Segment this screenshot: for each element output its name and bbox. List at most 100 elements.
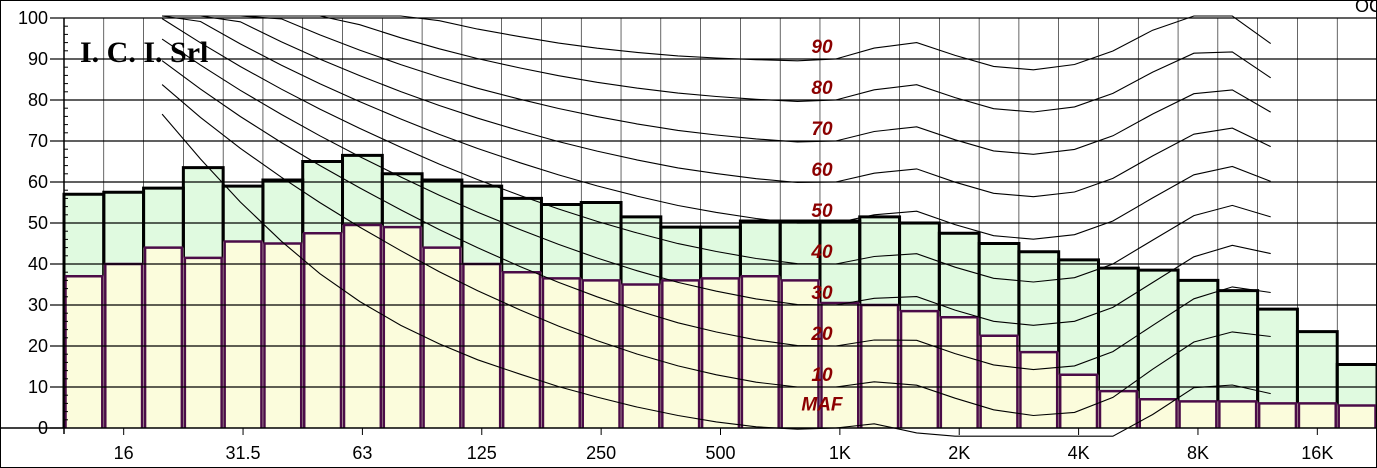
bar-lower — [422, 247, 462, 428]
y-tick-label: 30 — [28, 295, 48, 315]
phon-label: 60 — [811, 160, 833, 181]
bar-lower-outline — [223, 240, 263, 428]
phon-label: 20 — [810, 324, 833, 345]
bar-lower — [143, 247, 184, 428]
bar-lower — [64, 276, 104, 428]
y-tick-label: 90 — [28, 49, 48, 69]
bar-lower-outline — [581, 279, 621, 428]
equal-loudness-contours — [161, 15, 1272, 437]
phon-label: 90 — [811, 37, 833, 58]
bar-lower-outline — [700, 277, 741, 428]
bar-upper-outline — [1335, 362, 1377, 428]
bar-lower — [660, 280, 701, 428]
contour-20-phon — [161, 60, 1271, 371]
bar-lower — [223, 241, 263, 428]
y-tick-label: 20 — [28, 336, 48, 356]
y-tick-label: 10 — [28, 377, 48, 397]
contour-0-phon — [161, 113, 1271, 437]
bar-lower-outline — [1297, 402, 1337, 428]
bar-lower-outline — [740, 275, 780, 428]
contour-40-phon — [161, 18, 1271, 283]
bar-lower-outline — [64, 275, 104, 428]
phon-label: 40 — [810, 242, 833, 263]
x-tick-label: 16K — [1301, 443, 1333, 463]
bar-lower — [183, 257, 224, 428]
x-tick-label: 8K — [1187, 443, 1209, 463]
x-tick-label: 31.5 — [226, 443, 261, 463]
bar-lower-outline — [382, 225, 422, 428]
y-tick-label: 80 — [28, 90, 48, 110]
contour-10-phon — [161, 84, 1271, 417]
y-tick-label: 70 — [28, 131, 48, 151]
bar-lower — [501, 272, 542, 428]
bar-lower-outline — [1337, 404, 1377, 428]
bar-lower-outline — [183, 256, 223, 428]
contour-60-phon — [162, 15, 1271, 198]
bar-lower — [541, 278, 582, 428]
x-tick-label: 500 — [705, 443, 735, 463]
x-tick-label: 63 — [352, 443, 372, 463]
phon-label: 80 — [811, 78, 833, 99]
bar-lower-outline — [1218, 400, 1258, 428]
x-tick-labels: 16 31.5 63 125 250 500 1K 2K 4K 8K 16K — [114, 443, 1334, 463]
phon-labels: 90 80 70 60 50 40 30 20 10 MAF — [801, 37, 844, 416]
bar-lower — [1297, 403, 1338, 428]
contour-50-phon — [162, 15, 1271, 240]
bar-lower — [819, 302, 860, 428]
bar-lower-outline — [541, 277, 581, 428]
bar-lower — [1337, 405, 1377, 428]
x-tick-label: 4K — [1068, 443, 1090, 463]
bar-lower-outline — [1257, 402, 1298, 428]
bar-lower — [1217, 401, 1258, 428]
bar-lower — [621, 284, 661, 428]
bar-lower — [342, 225, 383, 428]
bar-lower — [1257, 403, 1298, 428]
bar-lower — [700, 278, 741, 428]
bar-lower-outline — [422, 246, 462, 428]
bar-lower — [1058, 374, 1099, 428]
y-tick-label: 40 — [28, 254, 48, 274]
bar-lower-outline — [1019, 350, 1059, 428]
x-tick-label: 16 — [114, 443, 134, 463]
x-tick-label: 2K — [948, 443, 970, 463]
bar-lower-outline — [143, 246, 184, 428]
bar-lower — [302, 233, 343, 428]
x-tick-label: 125 — [467, 443, 497, 463]
phon-label: 50 — [811, 201, 833, 222]
y-tick-label: 100 — [18, 8, 48, 28]
bar-lower — [899, 311, 940, 428]
bar-lower — [382, 227, 423, 428]
x-tick-label: 1K — [829, 443, 851, 463]
bar-lower — [979, 335, 1019, 428]
bar-lower — [939, 317, 980, 428]
y-tick-labels: 0 10 20 30 40 50 60 70 80 90 100 — [18, 8, 48, 438]
corner-label: OC — [1355, 0, 1377, 16]
bar-lower-outline — [1138, 398, 1178, 428]
bar-lower-outline — [939, 316, 979, 428]
brand-label: I. C. I. Srl — [80, 36, 208, 69]
bar-lower-outline — [342, 223, 383, 428]
y-tick-label: 50 — [28, 213, 48, 233]
y-tick-label: 0 — [38, 418, 48, 438]
phon-label: MAF — [801, 394, 844, 415]
contour-70-phon — [162, 15, 1271, 155]
contour-80-phon — [162, 15, 1272, 113]
bar-lower-outline — [780, 279, 820, 428]
phon-label: 30 — [811, 283, 833, 304]
bar-lower — [859, 305, 900, 428]
contour-90-phon — [162, 15, 1272, 71]
bar-lower-outline — [263, 242, 303, 428]
bar-lower — [1178, 401, 1218, 428]
bar-lower-outline — [621, 283, 661, 428]
lower-bars — [64, 223, 1377, 428]
bar-lower-outline — [979, 334, 1019, 428]
phon-label: 70 — [811, 119, 833, 140]
bar-lower-outline — [501, 270, 542, 428]
y-tick-label: 60 — [28, 172, 48, 192]
bar-lower-outline — [899, 309, 940, 428]
phon-label: 10 — [811, 365, 833, 386]
bar-lower-outline — [1098, 389, 1139, 428]
bar-lower-outline — [661, 279, 701, 428]
